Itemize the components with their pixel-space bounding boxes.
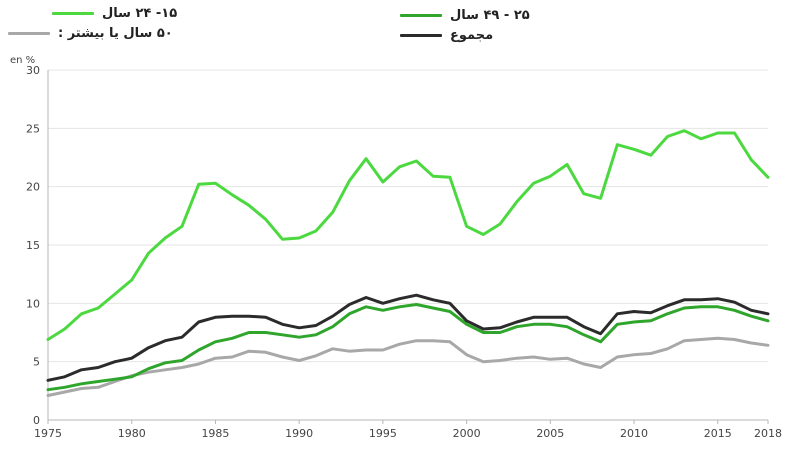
legend-item-50-plus: ۵۰ سال یا بیشتر : <box>8 26 173 41</box>
y-tick-label: 15 <box>26 239 40 252</box>
legend-item-total: مجموع <box>400 28 493 43</box>
y-tick-label: 20 <box>26 181 40 194</box>
legend-item-25-49: ۲۵ - ۴۹ سال <box>400 8 530 23</box>
y-tick-label: 30 <box>26 64 40 77</box>
x-tick-label: 1995 <box>369 427 397 440</box>
legend-label-50-plus: ۵۰ سال یا بیشتر : <box>58 26 173 41</box>
legend-swatch-15-24 <box>52 12 94 15</box>
y-tick-label: 0 <box>33 414 40 427</box>
grid-lines <box>48 69 768 363</box>
x-tick-labels: 1975 1980 1985 1990 1995 2000 2005 2010 2015 2018 <box>34 420 782 440</box>
x-tick-label: 1975 <box>34 427 62 440</box>
y-tick-label: 5 <box>33 356 40 369</box>
y-axis-unit-label: en % <box>10 55 35 66</box>
y-tick-labels: 0 5 10 15 20 25 30 <box>26 64 40 427</box>
y-tick-label: 10 <box>26 297 40 310</box>
x-tick-label: 2000 <box>453 427 481 440</box>
legend-label-total: مجموع <box>450 28 494 43</box>
x-tick-label: 2015 <box>704 427 732 440</box>
series-line-0 <box>46 129 770 341</box>
legend-label-25-49: ۲۵ - ۴۹ سال <box>450 8 530 23</box>
legend-item-15-24: ۱۵- ۲۴ سال <box>52 6 177 21</box>
series-line-1 <box>46 303 770 392</box>
y-tick-label: 25 <box>26 122 40 135</box>
series-line-2 <box>46 336 770 397</box>
x-tick-label: 1980 <box>118 427 146 440</box>
legend-label-15-24: ۱۵- ۲۴ سال <box>102 6 178 21</box>
x-tick-label: 1985 <box>201 427 229 440</box>
x-tick-label: 2018 <box>754 427 782 440</box>
x-tick-label: 2005 <box>536 427 564 440</box>
legend-swatch-total <box>400 34 442 37</box>
series-line-3 <box>46 293 770 382</box>
x-tick-label: 2010 <box>620 427 648 440</box>
legend-swatch-50-plus <box>8 32 50 35</box>
legend-swatch-25-49 <box>400 14 442 17</box>
x-tick-label: 1990 <box>285 427 313 440</box>
series-lines <box>46 129 770 397</box>
